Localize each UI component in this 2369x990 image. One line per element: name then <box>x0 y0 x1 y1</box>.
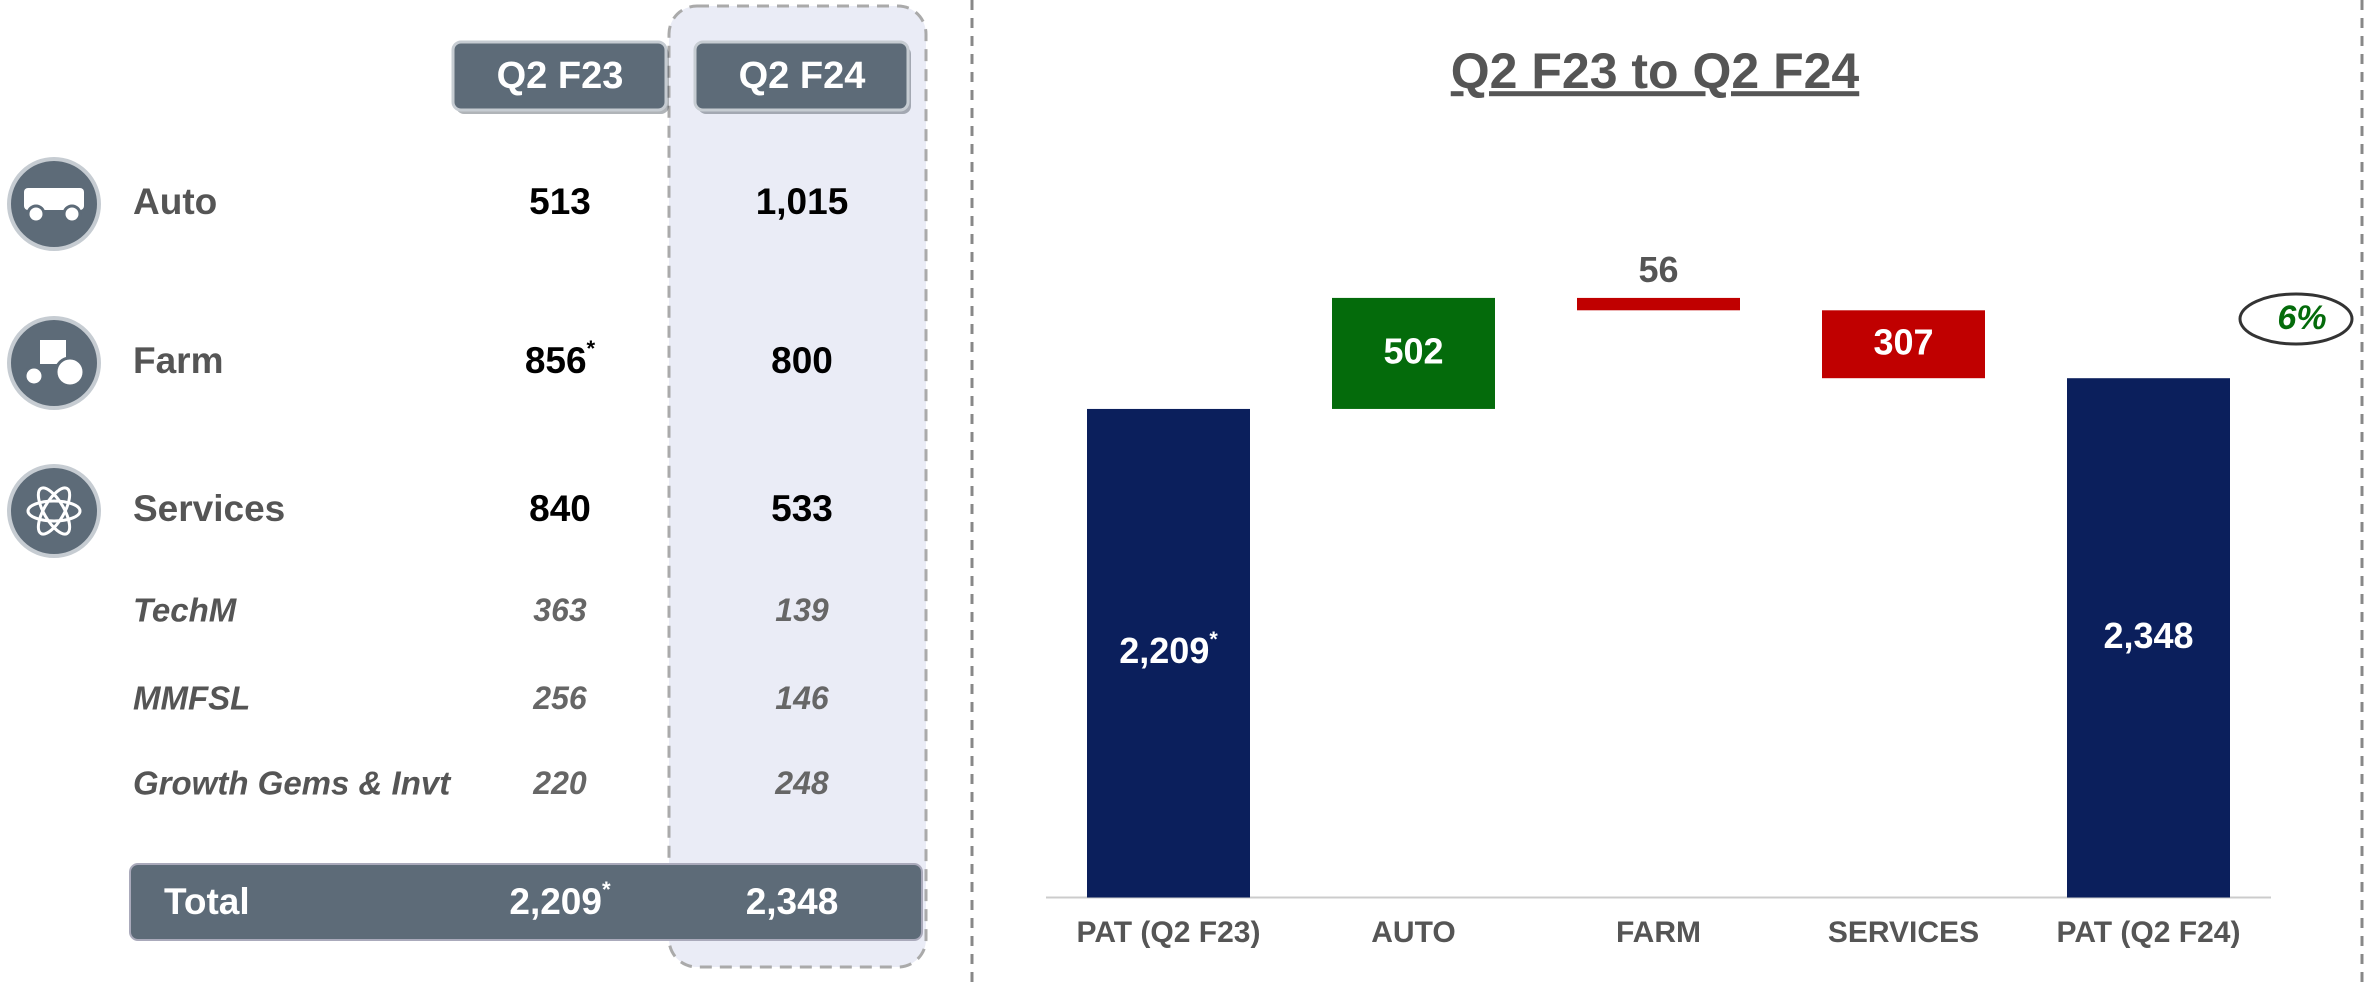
row-value: 513 <box>529 181 591 222</box>
highlight-column <box>667 4 928 969</box>
icon-shape <box>36 486 72 536</box>
bar <box>2067 378 2230 898</box>
row-value-text: 856 <box>525 340 587 381</box>
value-label-text: 2,348 <box>2103 614 2193 655</box>
subrow-value: 146 <box>775 680 829 716</box>
subrow-value-text: 220 <box>532 765 587 801</box>
subrow-value-text: 146 <box>775 680 829 716</box>
value-label-text: 56 <box>1638 248 1678 289</box>
total-value-sup: * <box>602 877 611 902</box>
subrow-label: MMFSL <box>133 680 250 717</box>
icon-shape <box>54 356 86 388</box>
row-value-text: 840 <box>529 488 591 529</box>
value-label: 502 <box>1383 330 1443 371</box>
chart-title: Q2 F23 to Q2 F24 <box>1451 43 1860 99</box>
subrow-value: 220 <box>532 765 587 801</box>
subrow-value-text: 139 <box>775 592 829 628</box>
subrow-value-text: 363 <box>533 592 587 628</box>
row-value-text: 513 <box>529 181 591 222</box>
x-tick-label: FARM <box>1616 916 1701 949</box>
row-label: Farm <box>133 340 223 381</box>
value-label-text: 307 <box>1873 321 1933 362</box>
row-value: 800 <box>771 340 833 381</box>
row-value: 533 <box>771 488 833 529</box>
icon-shape <box>26 204 46 224</box>
icon-shape <box>36 486 72 536</box>
x-tick-label: PAT (Q2 F23) <box>1077 916 1261 949</box>
row-value: 840 <box>529 488 591 529</box>
row-value: 856* <box>525 336 596 380</box>
icon-shape <box>23 365 45 387</box>
icons <box>7 157 101 558</box>
icon-shape <box>24 188 84 210</box>
bar <box>1822 310 1985 379</box>
value-label: 2,209* <box>1119 626 1218 670</box>
value-label: 2,348 <box>2103 614 2193 655</box>
subrow-value: 363 <box>533 592 587 628</box>
value-label: 307 <box>1873 321 1933 362</box>
annotation-badge <box>2238 292 2354 346</box>
x-tick-label: PAT (Q2 F24) <box>2057 916 2241 949</box>
subrow-value: 139 <box>775 592 829 628</box>
row-value-sup: * <box>587 336 596 361</box>
row-label: Auto <box>133 181 217 222</box>
subrow-value: 256 <box>532 680 587 716</box>
column-header <box>451 40 668 112</box>
row-label: Services <box>133 488 285 529</box>
bar <box>1087 408 1250 898</box>
x-tick-label: AUTO <box>1371 916 1455 949</box>
bar <box>1577 297 1740 311</box>
bar <box>1332 297 1495 409</box>
value-label-sup: * <box>1209 626 1218 651</box>
value-label-text: 2,209 <box>1119 630 1209 671</box>
row-value: 1,015 <box>756 181 849 222</box>
x-tick-label: SERVICES <box>1828 916 1979 949</box>
column-header <box>693 40 910 112</box>
icon-shape <box>26 499 82 523</box>
row-value-text: 533 <box>771 488 833 529</box>
icon-services <box>7 464 101 558</box>
subrow-value-text: 256 <box>532 680 587 716</box>
subrow-label: Growth Gems & Invt <box>133 765 452 802</box>
subrow-value: 248 <box>774 765 829 801</box>
row-value-text: 800 <box>771 340 833 381</box>
column-header-label: Q2 F24 <box>739 55 866 97</box>
subrow-value-text: 248 <box>774 765 829 801</box>
column-header-label: Q2 F23 <box>497 55 624 97</box>
total-label: Total <box>164 881 250 922</box>
total-value-text: 2,348 <box>746 881 839 922</box>
icon-shape <box>62 204 82 224</box>
value-label-text: 502 <box>1383 330 1443 371</box>
total-value-text: 2,209 <box>509 881 602 922</box>
row-value-text: 1,015 <box>756 181 849 222</box>
value-label: 56 <box>1638 248 1678 289</box>
total-bar <box>129 863 923 941</box>
annotation: 6% <box>2277 299 2326 337</box>
total-value: 2,209* <box>509 877 611 921</box>
total-value: 2,348 <box>746 881 839 922</box>
subrow-label: TechM <box>133 592 238 629</box>
